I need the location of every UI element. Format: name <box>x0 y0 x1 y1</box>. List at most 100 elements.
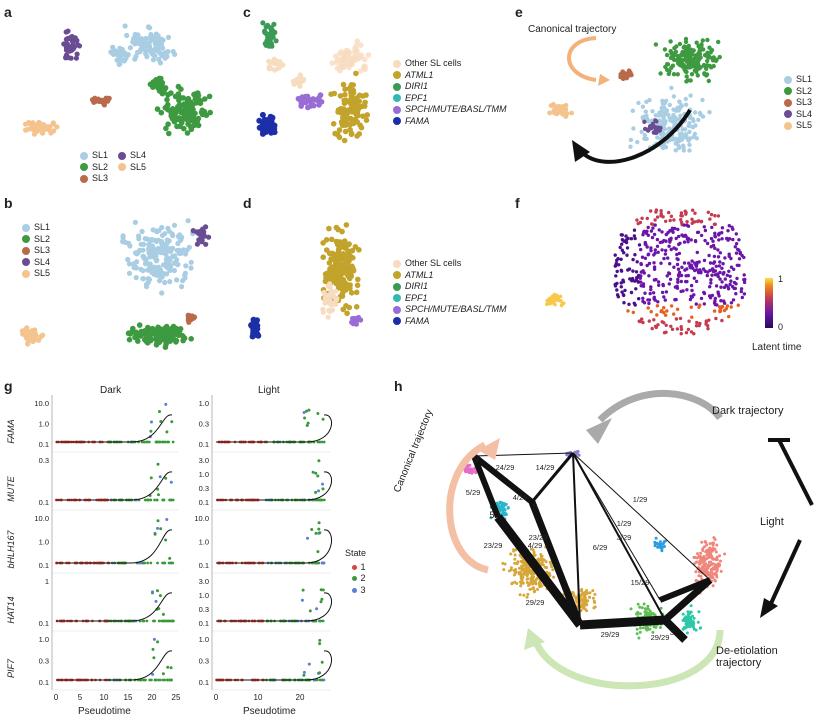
sl3-cell <box>94 97 100 103</box>
latent-cell <box>675 262 680 267</box>
cluster-cell <box>660 545 664 549</box>
atml1-cell <box>346 304 353 311</box>
latent-cell <box>724 283 728 287</box>
legend-c: Other SL cells ATML1 DIRI1 EPF1 SPCH/MUT… <box>393 58 507 127</box>
latent-cell <box>711 243 716 248</box>
sl2-cell <box>195 96 202 103</box>
latent-cell <box>629 237 634 241</box>
cluster-cell <box>713 547 717 551</box>
other-cell <box>354 38 361 44</box>
latent-cell <box>675 327 680 331</box>
latent-cell <box>653 324 658 328</box>
latent-cell <box>731 237 735 242</box>
latent-cell <box>654 277 658 282</box>
cluster-cell <box>498 505 502 509</box>
latent-cell <box>679 220 684 225</box>
latent-cell <box>725 304 730 308</box>
legend-sl2: SL2 <box>796 85 813 96</box>
latent-cell <box>640 255 645 259</box>
latent-cell <box>655 244 660 248</box>
latent-cell <box>727 224 731 228</box>
sl1-cell <box>150 57 156 63</box>
expression-point <box>153 678 157 682</box>
latent-cell <box>668 229 672 233</box>
expression-point <box>162 498 166 502</box>
sl5-cell <box>40 332 46 338</box>
sl2-cell <box>664 52 670 58</box>
expression-point <box>306 421 310 425</box>
cluster-cell <box>574 598 578 602</box>
sl2-cell <box>168 113 175 119</box>
atml1-cell <box>353 289 360 296</box>
latent-cell <box>631 310 635 315</box>
latent-cell <box>685 279 689 284</box>
other-swatch <box>393 259 401 268</box>
sl1-cell <box>159 290 165 296</box>
latent-cell <box>653 218 657 222</box>
sl1-cell <box>707 110 712 115</box>
latent-cell <box>705 241 710 246</box>
latent-cell <box>625 253 629 257</box>
panel-label-b: b <box>4 195 13 211</box>
graph-edge <box>572 452 711 581</box>
legend-sl5: SL5 <box>796 120 813 130</box>
sl1-cell <box>145 24 152 30</box>
sl2-cell <box>700 38 705 43</box>
other-cell <box>323 296 329 302</box>
latent-cell <box>685 288 689 292</box>
expression-point <box>316 474 320 478</box>
sl1-cell <box>696 117 701 123</box>
sl2-cell <box>152 327 159 333</box>
latent-cell <box>713 273 718 277</box>
expression-point <box>151 672 155 676</box>
expression-point <box>318 498 321 502</box>
sl4-cell <box>653 118 658 123</box>
expression-point <box>318 642 322 646</box>
sl1-cell <box>644 136 649 142</box>
graph-edge <box>494 514 584 628</box>
sl1-cell <box>669 85 674 91</box>
sl1-cell <box>671 107 676 112</box>
y-tick-label: 0.1 <box>39 498 49 507</box>
latent-cell <box>736 303 740 307</box>
cluster-cell <box>530 587 534 591</box>
expression-point <box>158 594 162 598</box>
cluster-cell <box>713 572 717 576</box>
latent-cell <box>724 307 728 311</box>
trend-curve <box>56 592 173 622</box>
gene-label-PIF7: PIF7 <box>6 658 16 678</box>
other-cell <box>322 300 328 306</box>
cluster-cell <box>715 567 719 571</box>
atml1-cell <box>336 134 343 141</box>
sl1-cell <box>122 50 128 56</box>
other-cell <box>271 56 277 62</box>
cluster-cell <box>691 614 694 618</box>
latent-cell <box>628 277 632 281</box>
latent-cell <box>641 284 646 288</box>
sl4-swatch <box>22 258 30 267</box>
cluster-cell <box>640 606 644 610</box>
cluster-cell <box>514 548 518 552</box>
expression-point <box>167 561 171 565</box>
latent-cell <box>684 331 689 335</box>
latent-time-label: Latent time <box>752 342 802 353</box>
sl1-cell <box>153 253 159 259</box>
expression-point <box>158 440 162 444</box>
legend-diri1: DIRI1 <box>405 81 429 91</box>
sl2-cell <box>176 97 182 104</box>
cluster-cell <box>711 541 715 545</box>
latent-cell <box>695 219 700 224</box>
cluster-cell <box>696 620 700 624</box>
expression-point <box>322 678 326 682</box>
atml1-cell <box>330 256 336 263</box>
legend-sl4: SL4 <box>34 256 51 267</box>
sl4-cell <box>70 38 76 44</box>
cluster-cell <box>577 453 581 457</box>
latent-cell <box>694 279 699 284</box>
latent-cell <box>706 327 710 331</box>
other-cell <box>321 289 327 296</box>
sl1-cell <box>179 284 185 290</box>
cluster-cell <box>518 593 522 597</box>
graph-edge <box>471 454 501 519</box>
sl2-cell <box>688 47 694 52</box>
